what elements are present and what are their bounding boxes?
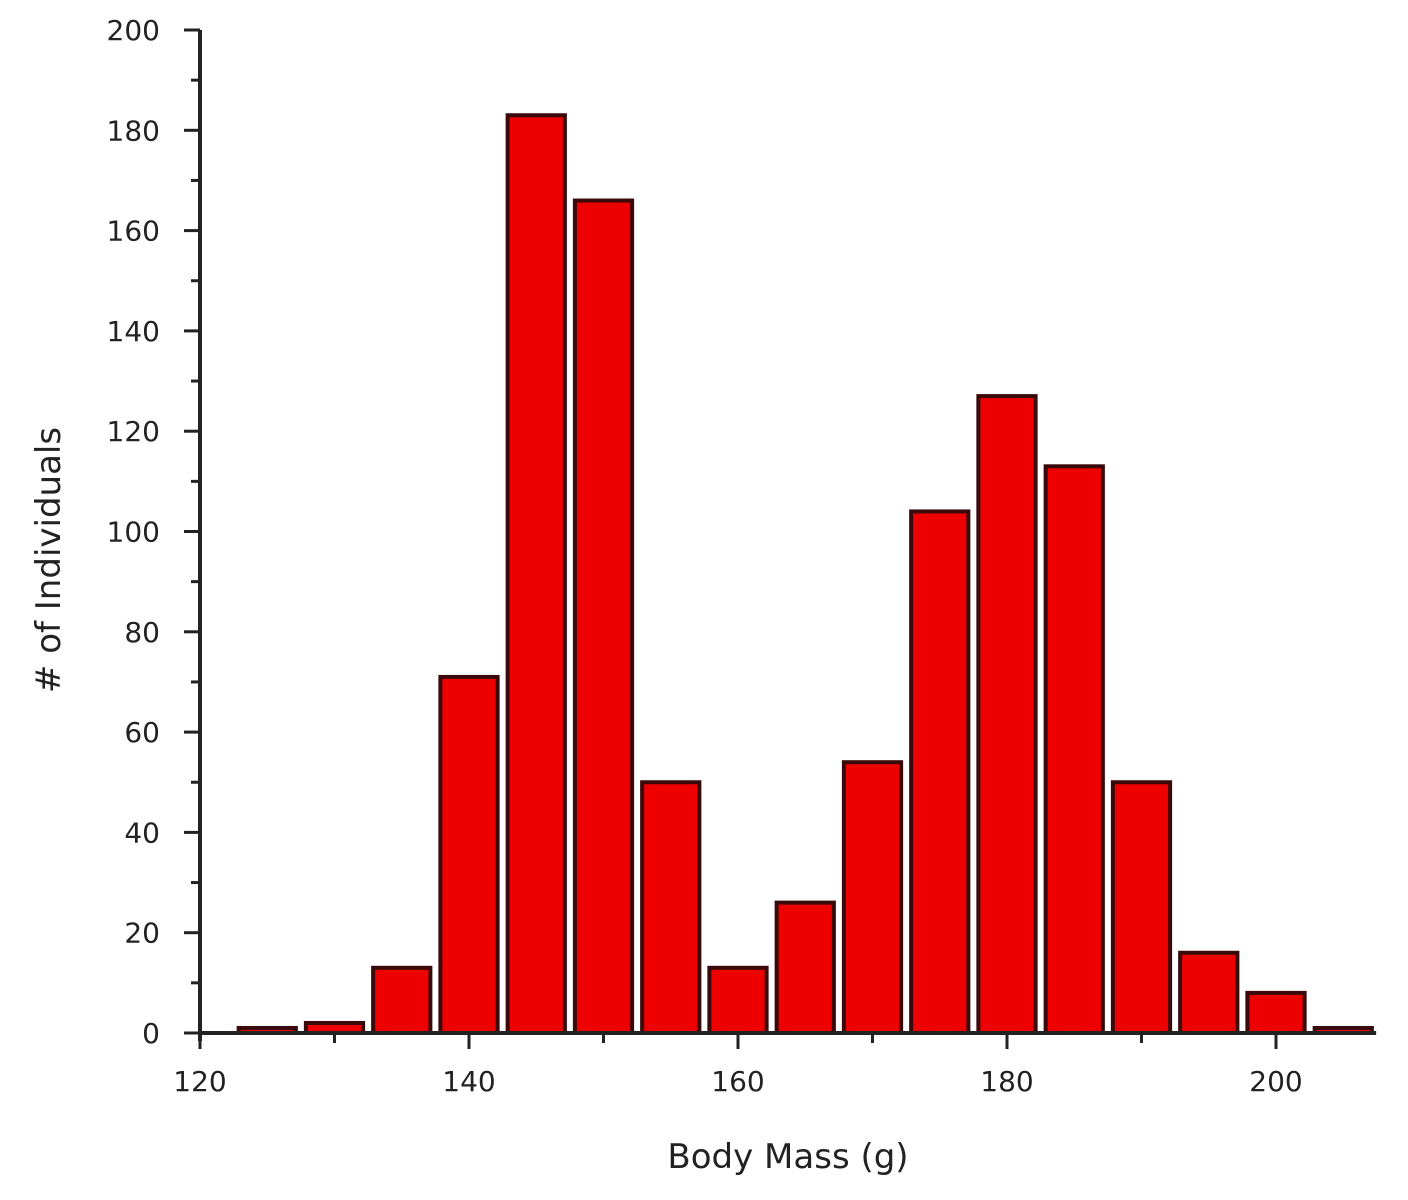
bar-175 (909, 509, 971, 1035)
x-tick-label: 120 (173, 1065, 226, 1098)
y-tick-label: 40 (124, 816, 160, 849)
y-tick-label: 120 (107, 415, 160, 448)
bar-150 (572, 198, 635, 1035)
bar-190 (1110, 780, 1173, 1035)
y-tick-label: 200 (107, 14, 160, 47)
bars (236, 113, 1374, 1036)
bar-135 (371, 965, 433, 1035)
y-tick-label: 140 (107, 315, 160, 348)
bar-170 (841, 760, 904, 1035)
bar-195 (1178, 950, 1240, 1036)
y-tick-label: 0 (142, 1017, 160, 1050)
ticks: 120 140 160 180 200 0 20 40 60 80 100 120 140 160 180 2… (107, 14, 1303, 1098)
x-axis-title: Body Mass (g) (667, 1137, 908, 1177)
x-tick-label: 160 (711, 1065, 764, 1098)
y-tick-label: 160 (107, 215, 160, 248)
y-tick-label: 20 (124, 917, 160, 950)
bar-185 (1043, 464, 1105, 1035)
y-tick-label: 80 (124, 616, 160, 649)
bar-145 (505, 113, 567, 1035)
y-tick-label: 180 (107, 114, 160, 147)
bar-155 (640, 780, 702, 1035)
y-axis-title: # of Individuals (29, 427, 69, 693)
x-tick-label: 140 (442, 1065, 495, 1098)
axes (198, 30, 1377, 1041)
x-tick-label: 180 (980, 1065, 1033, 1098)
x-tick-label: 200 (1249, 1065, 1302, 1098)
y-tick-label: 60 (124, 716, 160, 749)
bar-200 (1245, 990, 1307, 1036)
y-tick-label: 100 (107, 516, 160, 549)
bar-180 (976, 394, 1038, 1036)
bar-160 (707, 965, 769, 1035)
bar-165 (774, 900, 836, 1035)
bar-140 (438, 674, 500, 1035)
